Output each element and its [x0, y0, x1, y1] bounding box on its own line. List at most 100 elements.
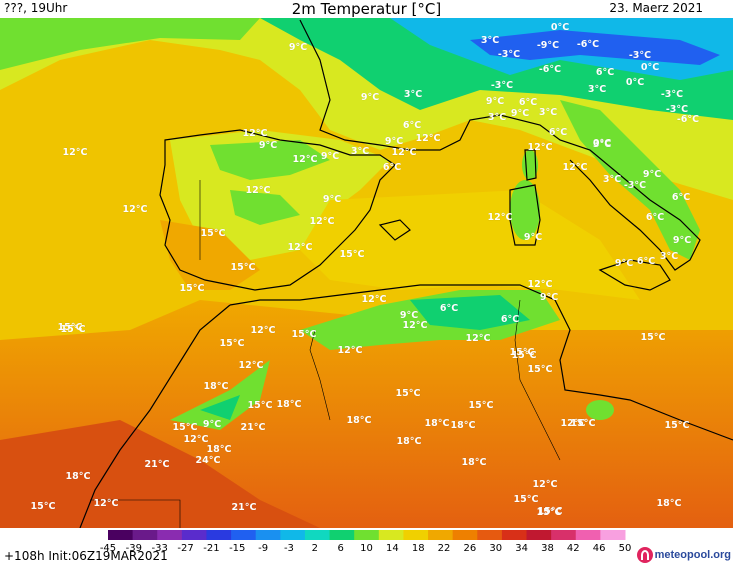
zone-north-green: [0, 18, 260, 70]
color-scale-tick: 30: [489, 543, 502, 554]
temperature-label: 12°C: [243, 128, 268, 139]
color-scale-segment: [428, 530, 454, 540]
brand[interactable]: meteopool.org: [636, 545, 731, 565]
temperature-label: -3°C: [666, 104, 688, 115]
zone-med: [300, 190, 640, 300]
temperature-label: 24°C: [196, 455, 221, 466]
zone-iberia-north: [210, 140, 330, 180]
temperature-label: 15°C: [180, 283, 205, 294]
temperature-label: 15°C: [292, 329, 317, 340]
temperature-label: 12°C: [563, 162, 588, 173]
color-scale-tick: 2: [312, 543, 318, 554]
temperature-label: -3°C: [491, 80, 513, 91]
temperature-label: 0°C: [593, 138, 611, 149]
temperature-label: 6°C: [596, 67, 614, 78]
temperature-label: 18°C: [462, 457, 487, 468]
color-scale-segment: [403, 530, 429, 540]
temperature-label: -6°C: [677, 114, 699, 125]
temperature-label: 12°C: [338, 345, 363, 356]
temperature-label: 6°C: [637, 256, 655, 267]
temperature-label: 18°C: [66, 471, 91, 482]
forecast-date: 23. Maerz 2021: [609, 1, 703, 15]
temperature-label: 15°C: [537, 507, 562, 518]
temperature-label: -6°C: [577, 39, 599, 50]
temperature-label: 15°C: [538, 506, 563, 517]
color-scale-tick: 18: [412, 543, 425, 554]
temperature-label: 9°C: [615, 258, 633, 269]
temperature-label: 15°C: [31, 501, 56, 512]
temperature-label: 12°C: [528, 279, 553, 290]
color-scale-tick: -21: [203, 543, 219, 554]
temperature-label: 12°C: [123, 204, 148, 215]
temperature-label: 15°C: [641, 332, 666, 343]
temperature-label: -6°C: [539, 64, 561, 75]
temperature-label: 18°C: [451, 420, 476, 431]
temperature-label: 15°C: [512, 350, 537, 361]
temperature-label: 9°C: [511, 108, 529, 119]
color-scale-tick: 38: [541, 543, 554, 554]
zone-atlas-west: [170, 360, 270, 430]
color-scale-segment: [329, 530, 355, 540]
temperature-label: 12°C: [288, 242, 313, 253]
color-scale: -45 -39 -33 -27 -21 -15 -9 -3 2 6 10 14 18 22 26 30 34 38…: [100, 530, 632, 554]
color-scale-segment: [600, 530, 626, 540]
temperature-label: 9°C: [400, 310, 418, 321]
color-scale-segment: [132, 530, 158, 540]
temperature-label: 3°C: [481, 35, 499, 46]
zone-italy: [560, 100, 700, 260]
temperature-label: 9°C: [486, 96, 504, 107]
temperature-label: 15°C: [469, 400, 494, 411]
temperature-label: 18°C: [207, 444, 232, 455]
temperature-label: 9°C: [323, 194, 341, 205]
color-scale-tick: 26: [464, 543, 477, 554]
color-scale-segment: [157, 530, 183, 540]
forecast-time: ???, 19Uhr: [4, 1, 68, 15]
temperature-label: 15°C: [58, 322, 83, 333]
color-scale-segment: [551, 530, 577, 540]
color-scale-tick: 42: [567, 543, 580, 554]
temperature-label: 12°C: [94, 498, 119, 509]
temperature-label: 15°C: [665, 420, 690, 431]
color-scale-tick: 10: [360, 543, 373, 554]
zone-tunisia-south: [586, 400, 614, 420]
temperature-label: 6°C: [440, 303, 458, 314]
temperature-label: 12°C: [246, 185, 271, 196]
temperature-label: 12°C: [466, 333, 491, 344]
zone-alps-blue: [470, 30, 720, 65]
color-scale-tick: -39: [126, 543, 142, 554]
temperature-label: 6°C: [501, 314, 519, 325]
temperature-label: 6°C: [549, 127, 567, 138]
color-scale-tick: -15: [229, 543, 245, 554]
color-scale-segment: [255, 530, 281, 540]
temperature-label: 15°C: [340, 249, 365, 260]
zone-atlas-west-core: [200, 395, 240, 420]
temperature-label: 12°C: [63, 147, 88, 158]
color-scale-tick: 46: [593, 543, 606, 554]
temperature-label: 9°C: [321, 151, 339, 162]
color-scale-segment: [108, 530, 134, 540]
temperature-label: 6°C: [403, 120, 421, 131]
color-scale-segment: [304, 530, 331, 540]
color-scale-tick: -27: [177, 543, 193, 554]
temperature-label: 12°C: [533, 479, 558, 490]
color-scale-segment: [206, 530, 232, 540]
temperature-label: 9°C: [203, 419, 221, 430]
temperature-label: 3°C: [660, 251, 678, 262]
color-scale-segment: [452, 530, 478, 540]
temperature-label: 15°C: [396, 388, 421, 399]
color-scale-segment: [378, 530, 404, 540]
map-title: 2m Temperatur [°C]: [291, 0, 442, 18]
temperature-label: 21°C: [241, 422, 266, 433]
temperature-label: 0°C: [551, 22, 569, 33]
temperature-label: 12°C: [293, 154, 318, 165]
temperature-label: 3°C: [351, 146, 369, 157]
color-scale-tick: 50: [619, 543, 632, 554]
temperature-label: -9°C: [537, 40, 559, 51]
temperature-label: 12°C: [184, 434, 209, 445]
temperature-label: 18°C: [657, 498, 682, 509]
zone-sahara-hot: [0, 420, 320, 528]
temperature-label: 9°C: [540, 292, 558, 303]
brand-label: meteopool.org: [654, 549, 731, 561]
temperature-label: 15°C: [61, 324, 86, 335]
temperature-label: 9°C: [643, 169, 661, 180]
